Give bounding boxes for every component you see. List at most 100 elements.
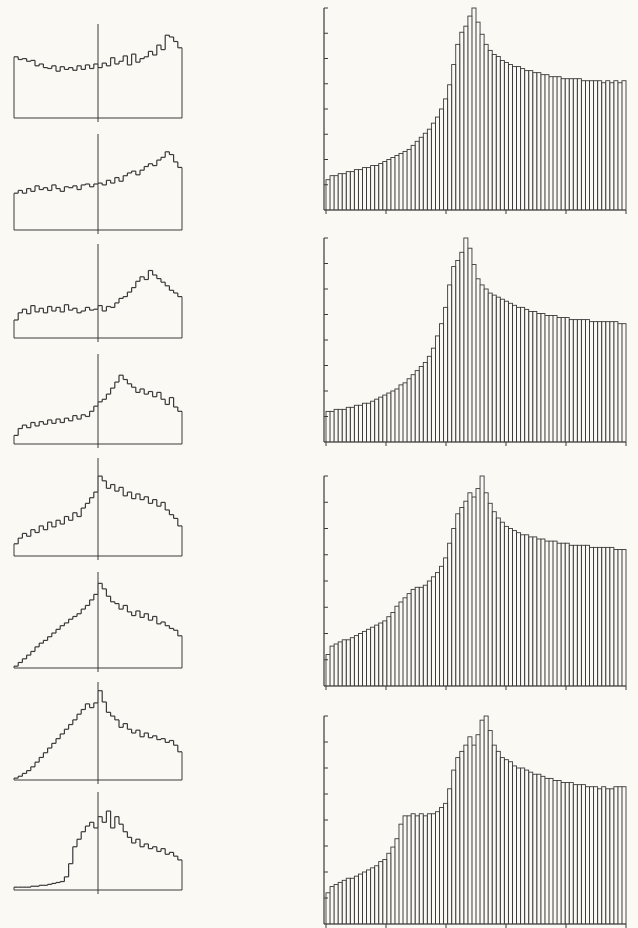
bar bbox=[540, 74, 546, 211]
bar bbox=[487, 502, 493, 687]
bar bbox=[593, 546, 599, 687]
bar bbox=[605, 321, 611, 443]
bar bbox=[580, 544, 586, 687]
bar bbox=[353, 875, 359, 925]
bar bbox=[443, 98, 449, 211]
bar bbox=[495, 750, 501, 925]
bar bbox=[512, 304, 517, 443]
bar bbox=[524, 534, 530, 687]
bar bbox=[353, 635, 359, 687]
bar bbox=[386, 616, 392, 687]
bar bbox=[617, 82, 623, 211]
bar bbox=[349, 171, 355, 211]
bar bbox=[544, 540, 550, 687]
bar bbox=[544, 315, 550, 443]
bar bbox=[609, 546, 615, 687]
bar bbox=[556, 542, 562, 687]
bar bbox=[528, 536, 534, 687]
bar bbox=[597, 546, 603, 687]
bar bbox=[568, 544, 574, 687]
bar bbox=[422, 815, 428, 925]
bar bbox=[601, 786, 607, 925]
bar bbox=[426, 580, 432, 687]
bar bbox=[564, 317, 570, 443]
bar bbox=[479, 475, 485, 687]
bar bbox=[524, 308, 530, 443]
bar bbox=[374, 624, 380, 687]
bar bbox=[430, 576, 436, 687]
bar bbox=[552, 76, 558, 211]
bar bbox=[422, 132, 428, 211]
bar bbox=[402, 150, 408, 211]
bar bbox=[491, 294, 497, 443]
bar bbox=[435, 116, 440, 211]
bar bbox=[382, 859, 388, 925]
bar bbox=[378, 163, 384, 211]
bar bbox=[491, 744, 497, 925]
bar bbox=[451, 528, 457, 687]
bar bbox=[357, 873, 363, 925]
bar bbox=[341, 408, 347, 443]
bar bbox=[370, 165, 376, 211]
bar bbox=[394, 838, 400, 925]
bar bbox=[593, 80, 599, 211]
bar bbox=[418, 586, 424, 687]
bar bbox=[605, 80, 611, 211]
bar bbox=[483, 43, 489, 211]
bar bbox=[333, 643, 339, 687]
bar bbox=[329, 175, 335, 211]
chart-2 bbox=[13, 134, 183, 234]
bar bbox=[585, 786, 590, 925]
bar bbox=[329, 410, 335, 443]
bar bbox=[487, 730, 493, 925]
bar bbox=[435, 572, 440, 687]
bar bbox=[435, 335, 440, 443]
bar bbox=[524, 70, 530, 211]
bar bbox=[601, 321, 607, 443]
bar bbox=[516, 532, 522, 687]
bar bbox=[374, 398, 380, 443]
bar bbox=[483, 715, 489, 925]
bar bbox=[459, 507, 465, 687]
bar bbox=[593, 786, 599, 925]
bar bbox=[337, 641, 343, 687]
bar bbox=[345, 406, 351, 443]
bar bbox=[613, 321, 619, 443]
bar bbox=[439, 323, 445, 443]
bar bbox=[345, 171, 351, 211]
bar bbox=[439, 108, 445, 211]
bar bbox=[362, 871, 367, 925]
bar bbox=[568, 319, 574, 443]
bar bbox=[398, 823, 404, 925]
bar bbox=[447, 788, 453, 925]
chart-5 bbox=[13, 458, 183, 560]
bar bbox=[459, 251, 465, 443]
bar bbox=[475, 21, 481, 211]
bar bbox=[499, 757, 505, 925]
bar bbox=[536, 313, 542, 443]
bar bbox=[337, 173, 343, 211]
bar bbox=[455, 259, 461, 443]
bar bbox=[357, 633, 363, 687]
chart-11 bbox=[323, 475, 627, 690]
bar bbox=[512, 530, 517, 687]
bar bbox=[362, 167, 367, 211]
bar bbox=[589, 546, 595, 687]
bar bbox=[430, 122, 436, 211]
bar bbox=[414, 586, 420, 687]
bar bbox=[572, 319, 578, 443]
bar bbox=[524, 769, 530, 925]
bar bbox=[520, 767, 526, 925]
bar bbox=[325, 654, 331, 687]
bar bbox=[467, 736, 473, 925]
bar bbox=[544, 74, 550, 211]
bar bbox=[398, 384, 404, 443]
bar bbox=[605, 546, 611, 687]
bar bbox=[487, 292, 493, 443]
chart-4 bbox=[13, 354, 183, 448]
bar bbox=[556, 317, 562, 443]
bar bbox=[459, 750, 465, 925]
bar bbox=[503, 62, 509, 211]
bar bbox=[337, 881, 343, 925]
bar bbox=[479, 284, 485, 443]
